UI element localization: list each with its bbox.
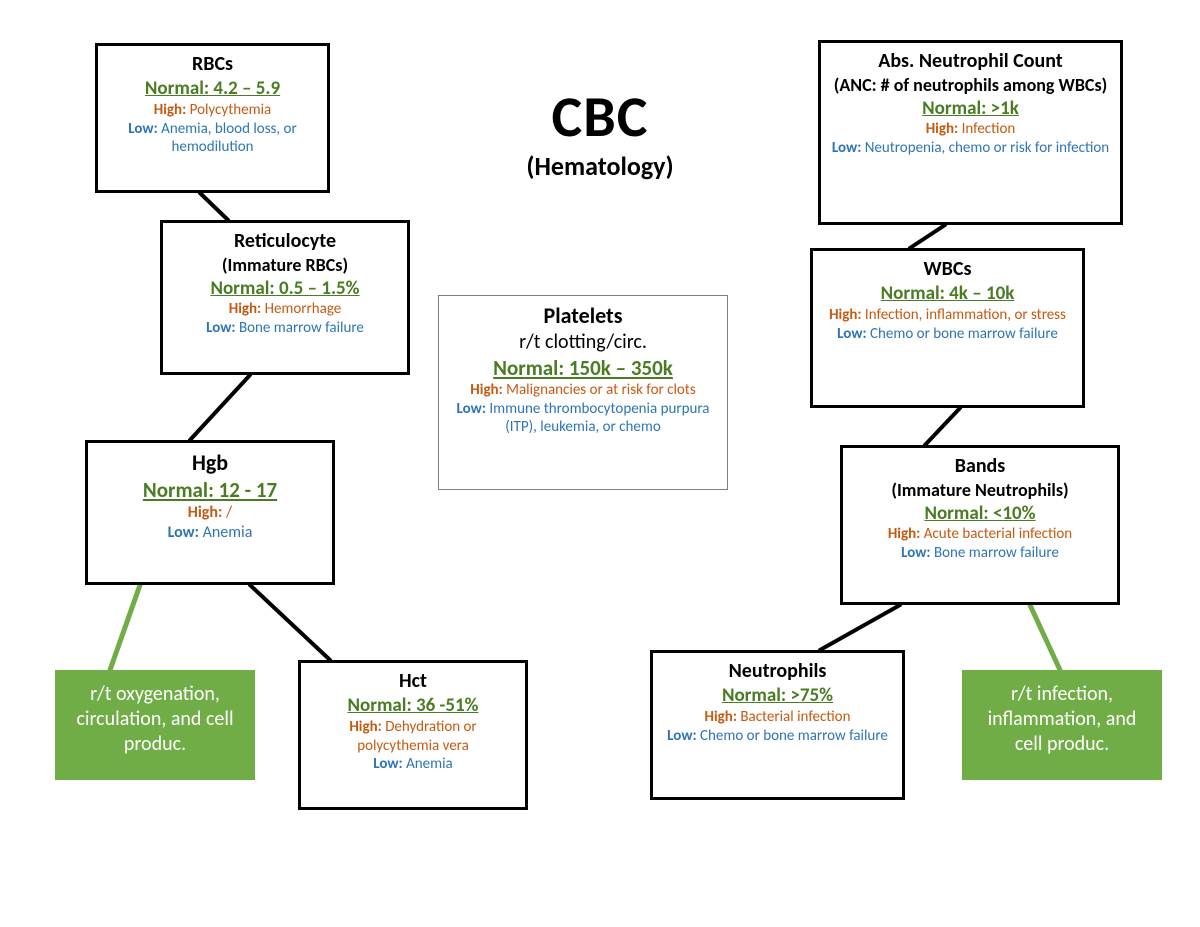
- node-high: High: Infection: [831, 120, 1110, 139]
- node-low: Low: Chemo or bone marrow failure: [663, 727, 892, 746]
- node-low: Low: Bone marrow failure: [853, 544, 1107, 563]
- node-subtitle: r/t clotting/circ.: [449, 330, 717, 355]
- node-wbcs: WBCs Normal: 4k – 10k High: Infection, i…: [810, 248, 1085, 408]
- node-title: WBCs: [823, 257, 1072, 282]
- node-title: Platelets: [449, 302, 717, 330]
- node-platelets: Platelets r/t clotting/circ. Normal: 150…: [438, 295, 728, 490]
- node-high: High: /: [98, 503, 322, 523]
- node-hgb: Hgb Normal: 12 - 17 High: / Low: Anemia: [85, 440, 335, 585]
- node-normal: Normal: 36 -51%: [311, 694, 515, 718]
- callout-oxygenation: r/t oxygenation, circulation, and cell p…: [55, 670, 255, 780]
- node-low: Low: Bone marrow failure: [173, 319, 397, 338]
- diagram-canvas: CBC (Hematology) RBCs Normal: 4.2 – 5.9 …: [0, 0, 1200, 927]
- node-low: Low: Neutropenia, chemo or risk for infe…: [831, 139, 1110, 158]
- node-low: Low: Immune thrombocytopenia purpura (IT…: [449, 400, 717, 438]
- node-normal: Normal: 4.2 – 5.9: [108, 77, 317, 101]
- node-title: RBCs: [108, 52, 317, 77]
- node-rbcs: RBCs Normal: 4.2 – 5.9 High: Polycythemi…: [95, 43, 330, 193]
- node-high: High: Infection, inflammation, or stress: [823, 306, 1072, 325]
- node-neutrophils: Neutrophils Normal: >75% High: Bacterial…: [650, 650, 905, 800]
- node-reticulocyte: Reticulocyte (Immature RBCs) Normal: 0.5…: [160, 220, 410, 375]
- node-low: Low: Anemia, blood loss, or hemodilution: [108, 120, 317, 158]
- node-normal: Normal: <10%: [853, 502, 1107, 526]
- node-hct: Hct Normal: 36 -51% High: Dehydration or…: [298, 660, 528, 810]
- node-title: Hgb: [98, 449, 322, 477]
- node-normal: Normal: >75%: [663, 684, 892, 708]
- node-normal: Normal: >1k: [831, 97, 1110, 121]
- node-title: Neutrophils: [663, 659, 892, 684]
- title-sub: (Hematology): [450, 150, 750, 182]
- node-low: Low: Chemo or bone marrow failure: [823, 325, 1072, 344]
- node-normal: Normal: 12 - 17: [98, 477, 322, 503]
- node-title: Reticulocyte: [173, 229, 397, 254]
- node-normal: Normal: 150k – 350k: [449, 355, 717, 381]
- node-subtitle: (Immature RBCs): [173, 254, 397, 277]
- node-high: High: Malignancies or at risk for clots: [449, 381, 717, 400]
- node-title: Hct: [311, 669, 515, 694]
- node-subtitle: (Immature Neutrophils): [853, 479, 1107, 502]
- node-low: Low: Anemia: [98, 523, 322, 543]
- node-title: Abs. Neutrophil Count: [831, 49, 1110, 74]
- title-main: CBC: [450, 88, 750, 146]
- node-high: High: Hemorrhage: [173, 300, 397, 319]
- page-title: CBC (Hematology): [450, 88, 750, 182]
- node-anc: Abs. Neutrophil Count (ANC: # of neutrop…: [818, 40, 1123, 225]
- node-normal: Normal: 0.5 – 1.5%: [173, 277, 397, 301]
- node-high: High: Dehydration or polycythemia vera: [311, 718, 515, 756]
- node-bands: Bands (Immature Neutrophils) Normal: <10…: [840, 445, 1120, 605]
- node-title: Bands: [853, 454, 1107, 479]
- node-low: Low: Anemia: [311, 755, 515, 774]
- node-high: High: Acute bacterial infection: [853, 525, 1107, 544]
- node-subtitle: (ANC: # of neutrophils among WBCs): [831, 74, 1110, 97]
- node-high: High: Polycythemia: [108, 101, 317, 120]
- callout-infection: r/t infection, inflammation, and cell pr…: [962, 670, 1162, 780]
- node-normal: Normal: 4k – 10k: [823, 282, 1072, 306]
- node-high: High: Bacterial infection: [663, 708, 892, 727]
